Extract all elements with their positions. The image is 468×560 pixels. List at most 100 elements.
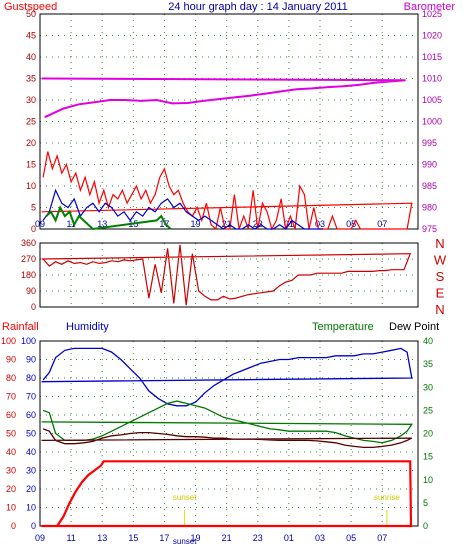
temperature-y-tick: 15 [423,452,433,462]
gust-y-tick: 50 [26,9,36,19]
barometer-y-tick: 975 [422,224,437,234]
humidity-y-tick: 80 [26,373,36,383]
gust-y-tick: 30 [26,95,36,105]
panel1-x-tick: 03 [315,219,325,229]
barometer-y-tick: 1025 [422,9,442,19]
panel3-x-tick: 07 [377,533,387,543]
series-average-speed [42,188,324,230]
humidity-y-tick: 50 [26,429,36,439]
wind-compass-label: N [435,302,444,317]
wind-compass-label: S [436,269,445,284]
humidity-y-tick: 0 [11,521,16,531]
humidity-y-tick: 80 [6,373,16,383]
humidity-y-tick: 40 [6,447,16,457]
panel1-frame [39,13,419,230]
humidity-y-tick: 50 [6,429,16,439]
barometer-y-tick: 985 [422,181,437,191]
humidity-y-tick: 20 [26,484,36,494]
humidity-y-tick: 30 [6,466,16,476]
humidity-y-tick: 60 [6,410,16,420]
temperature-y-tick: 5 [423,498,428,508]
wind-compass-label: E [436,286,445,301]
panel3-x-tick: 15 [128,533,138,543]
gust-y-tick: 15 [26,160,36,170]
barometer-y-tick: 980 [422,203,437,213]
gust-y-tick: 20 [26,138,36,148]
humidity-y-tick: 10 [26,503,36,513]
series-gustspeed [41,151,413,231]
barometer-y-tick: 1010 [422,74,442,84]
gust-y-tick: 5 [31,203,36,213]
series-wind-direction [41,244,412,306]
dewpoint-label: Dew Point [389,321,439,333]
series-barometer [41,77,406,119]
panel1-x-tick: 11 [66,219,75,229]
panel1-x-tick: 19 [191,219,201,229]
gust-y-tick: 35 [26,74,36,84]
panel1-x-tick: 05 [346,219,356,229]
barometer-y-tick: 995 [422,138,437,148]
panel3-x-tick: 21 [222,533,232,543]
panel3-x-tick: 13 [97,533,107,543]
temperature-label: Temperature [312,321,374,333]
chart-title: 24 hour graph day : 14 January 2011 [168,1,348,13]
humidity-y-tick: 90 [26,355,36,365]
panel3-x-tick: 23 [253,533,263,543]
barometer-y-tick: 1015 [422,52,442,62]
humidity-y-tick: 20 [6,484,16,494]
wind-y-tick: 90 [26,286,36,296]
series-rainfall [41,460,413,528]
wind-compass-label: N [435,236,444,251]
panel3-x-tick: 03 [315,533,325,543]
wind-y-tick: 0 [31,302,36,312]
panel3-x-tick: 05 [346,533,356,543]
panel3-x-tick: 01 [284,533,294,543]
panel2-frame [39,242,419,308]
wind-compass-label: W [434,253,447,268]
barometer-y-tick: 990 [422,160,437,170]
temperature-y-tick: 25 [423,405,433,415]
wind-y-tick: 360 [21,238,36,248]
temperature-y-tick: 10 [423,475,433,485]
humidity-y-tick: 0 [31,521,36,531]
panel1-x-tick: 17 [159,219,169,229]
panel3-x-tick: 17 [159,533,169,543]
panel3-x-tick: 09 [35,533,45,543]
panel1-x-tick: 21 [222,219,232,229]
gust-y-tick: 25 [26,117,36,127]
temperature-y-tick: 0 [423,521,428,531]
humidity-y-tick: 70 [6,392,16,402]
humidity-y-tick: 70 [26,392,36,402]
humidity-y-tick: 10 [6,503,16,513]
humidity-y-tick: 90 [6,355,16,365]
series-calm [45,205,172,231]
gust-y-tick: 10 [26,181,36,191]
panel1-x-tick: 09 [35,219,45,229]
temperature-y-tick: 30 [423,382,433,392]
panel3-frame [39,340,419,527]
panel3-x-tick: 19 [191,533,201,543]
wind-y-tick: 270 [21,254,36,264]
wind-y-tick: 180 [21,270,36,280]
gust-y-tick: 45 [26,31,36,41]
humidity-y-tick: 60 [26,410,36,420]
temperature-y-tick: 20 [423,429,433,439]
gustspeed-label: Gustspeed [4,1,57,13]
humidity-y-tick: 30 [26,466,36,476]
sunrise-label: sunrise [374,493,400,502]
sunset-label: sunset [173,493,197,502]
series-temperature [41,400,414,444]
panel1-x-tick: 07 [377,219,387,229]
temperature-y-tick: 40 [423,336,433,346]
series-humidity [41,347,413,407]
humidity-y-tick: 100 [21,336,36,346]
series-dew-point [41,428,413,449]
barometer-y-tick: 1020 [422,31,442,41]
panel3-x-tick: 11 [66,533,75,543]
humidity-y-tick: 100 [1,336,16,346]
humidity-y-tick: 40 [26,447,36,457]
gust-y-tick: 0 [31,224,36,234]
barometer-label: Barometer [404,1,456,13]
gust-y-tick: 40 [26,52,36,62]
panel1-x-tick: 13 [97,219,107,229]
